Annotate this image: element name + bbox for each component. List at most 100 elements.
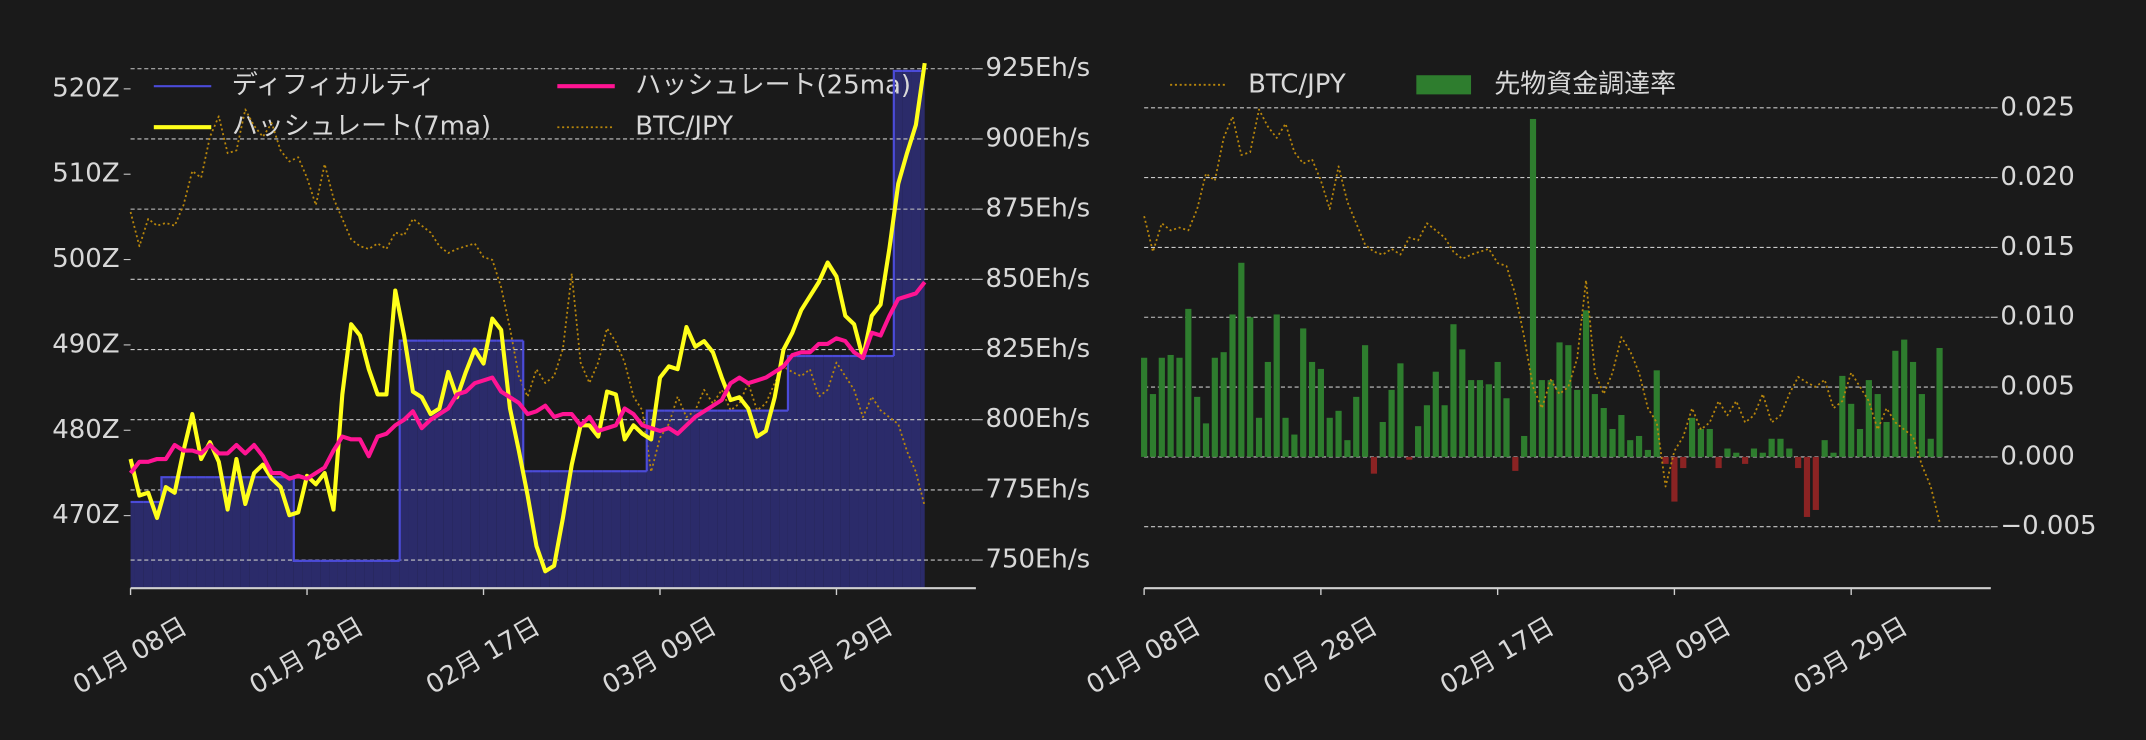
y2-tick-label: 0.025 — [2000, 92, 2074, 122]
difficulty-area — [399, 340, 409, 589]
difficulty-area — [496, 340, 506, 589]
difficulty-area — [664, 410, 674, 589]
bar — [1158, 357, 1165, 457]
difficulty-area — [805, 356, 815, 589]
difficulty-area — [752, 410, 762, 589]
difficulty-area — [355, 560, 365, 589]
bar — [1812, 456, 1819, 510]
difficulty-area — [602, 471, 612, 589]
difficulty-area — [196, 477, 206, 589]
y-tick-label: 510Z — [52, 159, 119, 189]
bar — [1149, 394, 1157, 457]
y-tick-label: 500Z — [52, 244, 119, 274]
difficulty-area — [487, 340, 497, 589]
difficulty-area — [699, 410, 709, 589]
y2-tick-label: 0.005 — [2000, 372, 2074, 402]
difficulty-area — [620, 471, 630, 589]
y2-tick-label: 875Eh/s — [985, 194, 1090, 224]
y2-tick-label: 925Eh/s — [985, 53, 1090, 83]
y-tick-label: 490Z — [52, 329, 119, 359]
difficulty-area — [770, 410, 780, 589]
difficulty-area — [779, 410, 788, 589]
bar — [1839, 375, 1846, 457]
y2-tick-label: 850Eh/s — [985, 264, 1090, 294]
difficulty-area — [523, 471, 533, 589]
difficulty-area — [743, 410, 753, 589]
bar — [1750, 448, 1758, 457]
bar — [1688, 417, 1696, 457]
bar — [1353, 396, 1360, 457]
y2-tick-label: 825Eh/s — [985, 334, 1090, 364]
bar — [1759, 452, 1766, 457]
difficulty-area — [540, 471, 550, 589]
legend-label: BTC/JPY — [635, 112, 733, 142]
bar — [1344, 440, 1351, 457]
difficulty-step — [160, 476, 171, 502]
difficulty-area — [558, 471, 568, 589]
bar — [1441, 405, 1448, 457]
bar — [1317, 368, 1324, 457]
bar — [1856, 428, 1864, 457]
difficulty-area — [611, 471, 621, 589]
difficulty-area — [637, 471, 647, 589]
bar — [1291, 434, 1298, 457]
bar — [1397, 363, 1404, 457]
bar — [1238, 262, 1245, 457]
difficulty-area — [823, 356, 833, 589]
bar — [1733, 452, 1740, 457]
bar — [1476, 380, 1484, 457]
bar — [1415, 426, 1422, 457]
difficulty-area — [717, 410, 727, 589]
difficulty-area — [382, 560, 391, 589]
difficulty-area — [867, 356, 877, 589]
difficulty-area — [240, 477, 250, 589]
difficulty-step — [645, 409, 656, 472]
difficulty-area — [293, 560, 303, 589]
bar — [1494, 361, 1501, 457]
difficulty-area — [258, 477, 268, 589]
bar — [1512, 456, 1519, 471]
bar — [1185, 308, 1192, 457]
bar — [1936, 347, 1943, 457]
difficulty-area — [532, 471, 541, 589]
bar — [1202, 423, 1210, 457]
bar — [1848, 403, 1855, 457]
bar — [1591, 394, 1598, 457]
y2-tick-label: 0.015 — [2000, 232, 2074, 262]
legend-label: ハッシュレート(7ma) — [232, 112, 491, 142]
bar — [1662, 456, 1669, 464]
bar — [1777, 438, 1784, 457]
difficulty-area — [796, 356, 806, 589]
difficulty-area — [593, 471, 603, 589]
difficulty-area — [787, 356, 797, 589]
difficulty-area — [337, 560, 347, 589]
legend-label: ディフィカルティ — [232, 71, 436, 101]
bar — [1326, 417, 1333, 457]
bar — [1538, 380, 1545, 457]
difficulty-area — [849, 356, 859, 589]
difficulty-area — [549, 471, 559, 589]
bar — [1874, 394, 1881, 457]
difficulty-area — [461, 340, 471, 589]
difficulty-area — [452, 340, 462, 589]
difficulty-area — [311, 560, 321, 589]
bar — [1865, 380, 1872, 457]
difficulty-area — [426, 340, 435, 589]
bar — [1468, 380, 1475, 457]
y2-tick-label: 750Eh/s — [985, 545, 1090, 575]
bar — [1361, 345, 1369, 457]
bar — [1795, 456, 1802, 469]
bar — [1485, 384, 1492, 457]
bar — [1618, 415, 1625, 457]
bar — [1715, 456, 1722, 469]
bar — [1883, 421, 1890, 457]
difficulty-step — [892, 69, 903, 357]
bar — [1379, 421, 1386, 457]
difficulty-area — [858, 356, 868, 589]
difficulty-area — [320, 560, 330, 589]
bar — [1370, 456, 1378, 474]
bar — [1521, 435, 1528, 457]
bar — [1671, 456, 1678, 502]
y2-tick-label: −0.005 — [2000, 511, 2096, 541]
